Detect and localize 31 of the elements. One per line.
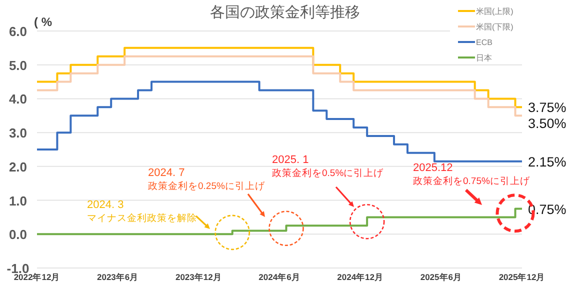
annotation: 政策金利を0.75%に引上げ: [413, 175, 531, 187]
annotation: 政策金利を0.5%に引上げ: [272, 167, 385, 179]
x-tick-label: 2024年12月: [337, 272, 384, 282]
legend-label: ECB: [476, 38, 492, 47]
legend-label: 日本: [476, 54, 492, 62]
legend-label: 米国(上限): [476, 7, 514, 16]
data-label: 3.50%: [528, 116, 566, 132]
data-label: 3.75%: [528, 100, 566, 116]
y-tick-label: 5.0: [8, 58, 28, 73]
x-tick-label: 2022年12月: [14, 272, 60, 282]
y-tick-label: 1.0: [8, 193, 28, 208]
chart-title: 各国の政策金利等推移: [210, 3, 360, 21]
x-tick-label: 2025年12月: [498, 272, 546, 282]
y-tick-label: 2.0: [8, 159, 28, 174]
x-tick-label: 2023年6月: [97, 272, 139, 282]
annotation: 2025. 1: [272, 154, 309, 166]
x-tick-label: 2023年12月: [175, 272, 222, 282]
annotation: 2025.12: [413, 162, 453, 174]
y-tick-label: 6.0: [8, 24, 28, 39]
y-axis-title: ( %: [34, 15, 52, 29]
annotation: マイナス金利政策を解除: [87, 212, 197, 224]
y-tick-label: 4.0: [8, 92, 28, 107]
data-label: 2.15%: [528, 154, 566, 170]
annotation: 政策金利を0.25%に引上げ: [148, 180, 266, 192]
annotation: 2024. 7: [148, 167, 185, 179]
y-tick-label: 3.0: [8, 126, 28, 141]
annotation: 2024. 3: [87, 199, 124, 211]
legend-label: 米国(下限): [476, 22, 514, 32]
y-tick-label: 0.0: [8, 227, 28, 242]
x-tick-label: 2025年6月: [420, 272, 462, 282]
x-tick-label: 2024年6月: [258, 272, 300, 282]
